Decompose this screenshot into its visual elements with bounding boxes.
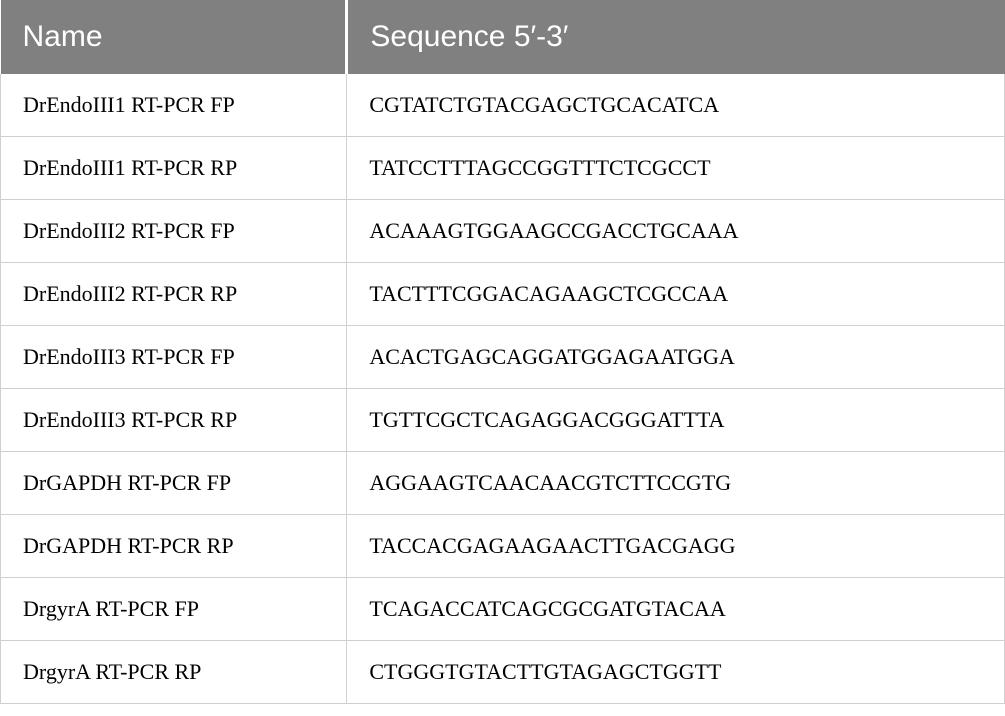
table-row: DrgyrA RT-PCR RP CTGGGTGTACTTGTAGAGCTGGT… xyxy=(1,641,1005,704)
table-row: DrGAPDH RT-PCR FP AGGAAGTCAACAACGTCTTCCG… xyxy=(1,452,1005,515)
cell-sequence: AGGAAGTCAACAACGTCTTCCGTG xyxy=(347,452,1005,515)
table-row: DrEndoIII2 RT-PCR FP ACAAAGTGGAAGCCGACCT… xyxy=(1,200,1005,263)
cell-name: DrEndoIII1 RT-PCR FP xyxy=(1,74,347,137)
cell-sequence: TGTTCGCTCAGAGGACGGGATTTA xyxy=(347,389,1005,452)
cell-name: DrEndoIII2 RT-PCR FP xyxy=(1,200,347,263)
cell-name: DrgyrA RT-PCR FP xyxy=(1,578,347,641)
table-header-row: Name Sequence 5′-3′ xyxy=(1,0,1005,74)
cell-name: DrGAPDH RT-PCR RP xyxy=(1,515,347,578)
cell-name: DrEndoIII3 RT-PCR RP xyxy=(1,389,347,452)
cell-sequence: TACTTTCGGACAGAAGCTCGCCAA xyxy=(347,263,1005,326)
column-header-sequence: Sequence 5′-3′ xyxy=(347,0,1005,74)
cell-sequence: ACAAAGTGGAAGCCGACCTGCAAA xyxy=(347,200,1005,263)
column-header-name: Name xyxy=(1,0,347,74)
cell-sequence: TATCCTTTAGCCGGTTTCTCGCCT xyxy=(347,137,1005,200)
cell-sequence: CGTATCTGTACGAGCTGCACATCA xyxy=(347,74,1005,137)
table-row: DrgyrA RT-PCR FP TCAGACCATCAGCGCGATGTACA… xyxy=(1,578,1005,641)
cell-name: DrEndoIII3 RT-PCR FP xyxy=(1,326,347,389)
cell-sequence: TACCACGAGAAGAACTTGACGAGG xyxy=(347,515,1005,578)
table-header: Name Sequence 5′-3′ xyxy=(1,0,1005,74)
cell-sequence: TCAGACCATCAGCGCGATGTACAA xyxy=(347,578,1005,641)
primer-table: Name Sequence 5′-3′ DrEndoIII1 RT-PCR FP… xyxy=(0,0,1005,704)
cell-sequence: ACACTGAGCAGGATGGAGAATGGA xyxy=(347,326,1005,389)
table-row: DrEndoIII1 RT-PCR FP CGTATCTGTACGAGCTGCA… xyxy=(1,74,1005,137)
table-row: DrGAPDH RT-PCR RP TACCACGAGAAGAACTTGACGA… xyxy=(1,515,1005,578)
table-row: DrEndoIII1 RT-PCR RP TATCCTTTAGCCGGTTTCT… xyxy=(1,137,1005,200)
cell-name: DrgyrA RT-PCR RP xyxy=(1,641,347,704)
cell-name: DrEndoIII1 RT-PCR RP xyxy=(1,137,347,200)
cell-name: DrEndoIII2 RT-PCR RP xyxy=(1,263,347,326)
table-body: DrEndoIII1 RT-PCR FP CGTATCTGTACGAGCTGCA… xyxy=(1,74,1005,704)
primer-table-container: Name Sequence 5′-3′ DrEndoIII1 RT-PCR FP… xyxy=(0,0,1005,704)
table-row: DrEndoIII2 RT-PCR RP TACTTTCGGACAGAAGCTC… xyxy=(1,263,1005,326)
cell-name: DrGAPDH RT-PCR FP xyxy=(1,452,347,515)
cell-sequence: CTGGGTGTACTTGTAGAGCTGGTT xyxy=(347,641,1005,704)
table-row: DrEndoIII3 RT-PCR FP ACACTGAGCAGGATGGAGA… xyxy=(1,326,1005,389)
table-row: DrEndoIII3 RT-PCR RP TGTTCGCTCAGAGGACGGG… xyxy=(1,389,1005,452)
